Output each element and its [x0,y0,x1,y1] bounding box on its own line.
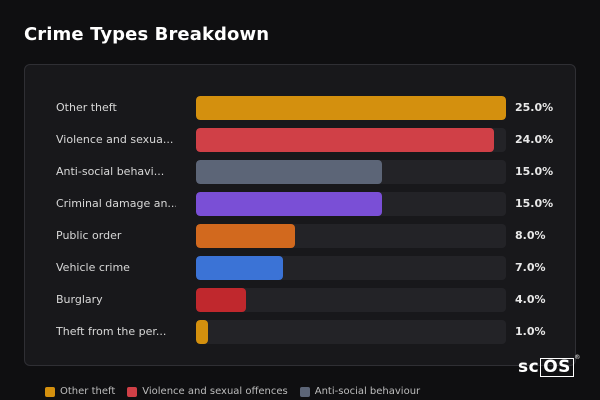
bar-row: Vehicle crime 7.0% [25,256,575,280]
bar [196,256,283,280]
brand-logo: sc OS ® [518,354,580,378]
bar-value-label: 7.0% [515,261,546,274]
bar-category-label: Public order [56,229,122,242]
bar-value-label: 24.0% [515,133,554,146]
bar-row: Public order 8.0% [25,224,575,248]
bar-track [196,256,506,280]
bar-value-label: 15.0% [515,165,554,178]
chart-card: Other theft 25.0% Violence and sexua... 24.… [24,64,576,366]
bar [196,96,506,120]
legend-swatch [299,386,310,397]
legend-label: Other theft [60,386,116,397]
bar-row: Burglary 4.0% [25,288,575,312]
bar-category-label: Other theft [56,101,117,114]
bar-category-label: Criminal damage an... [56,197,176,210]
brand-logo-prefix: sc [518,357,540,377]
bar-track [196,192,506,216]
bar-value-label: 4.0% [515,293,546,306]
bar-category-label: Vehicle crime [56,261,130,274]
bar-track [196,224,506,248]
bar-category-label: Anti-social behavi... [56,165,165,178]
bar [196,192,382,216]
page-title: Crime Types Breakdown [24,24,270,45]
bar-category-label: Violence and sexua... [56,133,174,146]
legend-label: Violence and sexual offences [142,386,288,397]
bar-row: Other theft 25.0% [25,96,575,120]
bar-row: Criminal damage an... 15.0% [25,192,575,216]
brand-logo-boxed: OS [540,357,574,377]
bar-rows: Other theft 25.0% Violence and sexua... 24.… [25,65,575,365]
bar-row: Theft from the per... 1.0% [25,320,575,344]
legend-swatch [127,386,138,397]
chart-legend: Other theft Violence and sexual offences A… [45,386,420,397]
bar-value-label: 1.0% [515,325,546,338]
bar [196,128,494,152]
bar-track [196,320,506,344]
bar-value-label: 15.0% [515,197,554,210]
bar-value-label: 25.0% [515,101,554,114]
bar-track [196,128,506,152]
bar-row: Violence and sexua... 24.0% [25,128,575,152]
bar-track [196,288,506,312]
bar-category-label: Theft from the per... [56,325,167,338]
bar [196,320,209,344]
bar-category-label: Burglary [56,293,103,306]
bar-track [196,96,506,120]
bar-value-label: 8.0% [515,229,546,242]
registered-mark: ® [574,354,581,361]
legend-swatch [45,386,55,397]
bar [196,224,296,248]
legend-item: Violence and sexual offences [127,386,288,397]
bar [196,288,246,312]
legend-item: Anti-social behaviour [299,386,421,397]
bar-row: Anti-social behavi... 15.0% [25,160,575,184]
legend-item: Other theft [45,386,115,397]
bar [196,160,382,184]
legend-label: Anti-social behaviour [314,386,421,397]
bar-track [196,160,506,184]
